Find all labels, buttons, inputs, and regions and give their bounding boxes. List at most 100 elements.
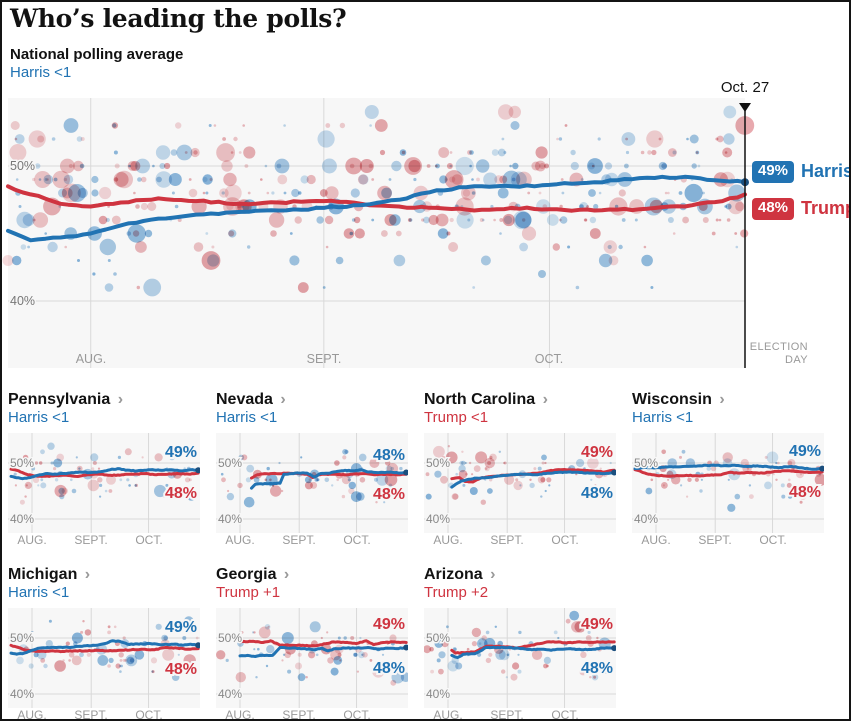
y-tick-50: 50% [634, 456, 658, 470]
x-tick-sept: SEPT. [307, 352, 342, 366]
state-polling-chart: AUG. SEPT. OCT. 50% 40% 49% 48% [8, 608, 200, 722]
chevron-right-icon: › [714, 391, 725, 408]
bottom-percent-label: 48% [165, 661, 197, 678]
y-tick-50: 50% [10, 456, 34, 470]
state-lead-label: Harris <1 [8, 584, 70, 601]
x-tick-aug: AUG. [76, 352, 107, 366]
state-lead-label: Trump <1 [424, 409, 489, 426]
top-percent-label: 49% [789, 443, 821, 460]
x-tick: AUG. [641, 533, 670, 547]
state-title-link[interactable]: Arizona › [424, 566, 495, 584]
state-lead-label: Harris <1 [632, 409, 694, 426]
state-chart-card: Nevada › Harris <1 AUG. SEPT. OCT. 50% 40% 48… [216, 391, 416, 551]
election-day-label-line2: DAY [785, 354, 808, 366]
x-tick: SEPT. [490, 533, 523, 547]
top-percent-label: 49% [581, 616, 613, 633]
state-name: Arizona [424, 566, 483, 583]
y-tick-40: 40% [218, 687, 242, 701]
chevron-right-icon: › [538, 391, 548, 408]
bottom-percent-label: 48% [373, 486, 405, 503]
y-tick-50: 50% [218, 456, 242, 470]
state-polling-chart: AUG. SEPT. OCT. 50% 40% 49% 48% [216, 608, 408, 722]
state-title-link[interactable]: Nevada › [216, 391, 286, 409]
y-tick-50: 50% [426, 631, 450, 645]
x-tick: SEPT. [282, 708, 315, 722]
state-title-link[interactable]: Georgia › [216, 566, 289, 584]
state-polling-chart: AUG. SEPT. OCT. 50% 40% 49% 48% [8, 433, 200, 547]
chevron-right-icon: › [485, 566, 496, 583]
x-tick: AUG. [225, 533, 254, 547]
x-tick: SEPT. [74, 533, 107, 547]
top-percent-label: 48% [373, 447, 405, 464]
election-day-label-line1: ELECTION [750, 341, 808, 353]
y-tick-50: 50% [10, 159, 35, 173]
state-title-link[interactable]: North Carolina › [424, 391, 548, 409]
y-tick-40: 40% [634, 512, 658, 526]
x-tick: AUG. [17, 708, 46, 722]
y-tick-40: 40% [426, 687, 450, 701]
x-tick: OCT. [135, 533, 162, 547]
x-tick: SEPT. [490, 708, 523, 722]
y-tick-50: 50% [218, 631, 242, 645]
state-polling-chart: AUG. SEPT. OCT. 50% 40% 49% 48% [424, 608, 616, 722]
x-tick: AUG. [433, 533, 462, 547]
national-chart-title: National polling average [10, 46, 184, 63]
y-tick-40: 40% [10, 294, 35, 308]
bottom-percent-label: 48% [581, 485, 613, 502]
state-name: Michigan [8, 566, 78, 583]
state-name: Georgia [216, 566, 277, 583]
state-title-link[interactable]: Michigan › [8, 566, 90, 584]
trump-percent-badge: 48% [752, 198, 795, 220]
top-percent-label: 49% [165, 444, 197, 461]
x-tick: OCT. [551, 533, 578, 547]
x-tick: SEPT. [698, 533, 731, 547]
state-polling-chart: AUG. SEPT. OCT. 50% 40% 49% 48% [632, 433, 824, 547]
x-tick-oct: OCT. [535, 352, 563, 366]
national-polling-chart: Oct. 27 50% 40% AUG. SEPT. OCT. ELECTION… [2, 79, 808, 368]
state-polling-chart: AUG. SEPT. OCT. 50% 40% 48% 48% [216, 433, 408, 547]
y-tick-50: 50% [10, 631, 34, 645]
state-chart-card: Wisconsin › Harris <1 AUG. SEPT. OCT. 50% 40… [632, 391, 832, 551]
chevron-right-icon: › [275, 391, 286, 408]
y-tick-50: 50% [426, 456, 450, 470]
state-polling-chart: AUG. SEPT. OCT. 50% 40% 49% 48% [424, 433, 616, 547]
state-title-link[interactable]: Pennsylvania › [8, 391, 123, 409]
state-lead-label: Harris <1 [216, 409, 278, 426]
x-tick: SEPT. [74, 708, 107, 722]
national-poll-dots [2, 104, 755, 297]
state-chart-card: North Carolina › Trump <1 AUG. SEPT. OCT. 5… [424, 391, 624, 551]
date-label: Oct. 27 [721, 79, 769, 96]
chevron-right-icon: › [279, 566, 290, 583]
bottom-percent-label: 48% [581, 660, 613, 677]
bottom-percent-label: 48% [165, 485, 197, 502]
top-percent-label: 49% [373, 616, 405, 633]
y-tick-40: 40% [10, 687, 34, 701]
y-tick-40: 40% [218, 512, 242, 526]
top-percent-label: 49% [581, 444, 613, 461]
state-name: North Carolina [424, 391, 536, 408]
chevron-right-icon: › [80, 566, 91, 583]
bottom-percent-label: 48% [789, 484, 821, 501]
y-tick-40: 40% [10, 512, 34, 526]
national-lead-label: Harris <1 [10, 64, 72, 81]
x-tick: OCT. [343, 533, 370, 547]
election-day-marker-triangle [739, 103, 751, 112]
state-lead-label: Trump +2 [424, 584, 489, 601]
x-tick: SEPT. [282, 533, 315, 547]
state-name: Nevada [216, 391, 273, 408]
state-lead-label: Trump +1 [216, 584, 281, 601]
x-tick: OCT. [759, 533, 786, 547]
state-name: Wisconsin [632, 391, 712, 408]
chevron-right-icon: › [113, 391, 124, 408]
trump-name-label: Trump [801, 198, 851, 219]
state-title-link[interactable]: Wisconsin › [632, 391, 725, 409]
x-tick: OCT. [135, 708, 162, 722]
bottom-percent-label: 48% [373, 660, 405, 677]
page-title: Who’s leading the polls? [10, 4, 347, 33]
x-tick: AUG. [17, 533, 46, 547]
state-chart-card: Georgia › Trump +1 AUG. SEPT. OCT. 50% 40% 49… [216, 566, 416, 726]
trump-result-row: 48% Trump [752, 198, 851, 220]
harris-name-label: Harris [801, 161, 851, 182]
state-chart-card: Arizona › Trump +2 AUG. SEPT. OCT. 50% 40% 49… [424, 566, 624, 726]
x-tick: AUG. [433, 708, 462, 722]
